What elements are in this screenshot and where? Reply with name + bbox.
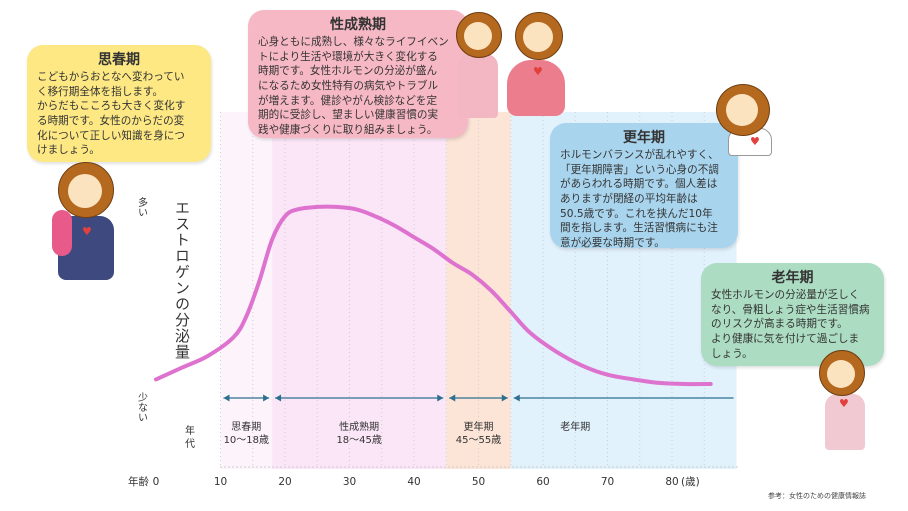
x-tick-50: 50 (472, 476, 485, 488)
x-tick-0: 0 (153, 476, 160, 488)
x-tick-20: 20 (278, 476, 291, 488)
reproductive-box-body: 心身ともに成熟し、様々なライフイベン トにより生活や環境が大きく変化する 時期で… (258, 36, 449, 136)
age-row-label: 年代 (183, 424, 195, 451)
menopause-box-body: ホルモンバランスが乱れやすく、 「更年期障害」という心身の不調 があらわれる時期… (560, 149, 719, 249)
stage-arrows (223, 394, 734, 402)
girl-character-illustration: ♥ (52, 160, 132, 285)
elderly-woman-character-illustration: ♥ (815, 350, 887, 458)
stage-arrowhead-0-1 (263, 394, 270, 402)
reproductive-box-title: 性成熟期 (330, 17, 386, 33)
stage-label-3: 老年期 (560, 420, 590, 433)
source-credit: 参考：女性のための健康情報誌 (768, 491, 866, 500)
x-axis-unit: (歳) (681, 476, 700, 488)
y-axis-title: エストロゲンの分泌量 (173, 200, 191, 360)
stage-range-0: 10〜18歳 (224, 434, 269, 446)
stage-arrowhead-2-1 (501, 394, 508, 402)
reproductive-box: 性成熟期 心身ともに成熟し、様々なライフイベン トにより生活や環境が大きく変化す… (248, 10, 468, 138)
stage-arrowhead-3-0 (513, 394, 520, 402)
x-tick-30: 30 (343, 476, 356, 488)
stage-range-2: 45〜55歳 (456, 434, 501, 446)
woman-character-illustration (450, 8, 508, 120)
old-age-box-body: 女性ホルモンの分泌量が乏しく なり、骨粗しょう症や生活習慣病 のリスクが高まる時… (711, 289, 870, 360)
menopause-box-title: 更年期 (623, 130, 665, 146)
x-tick-70: 70 (601, 476, 614, 488)
x-tick-40: 40 (407, 476, 420, 488)
puberty-box: 思春期 こどもからおとなへ変わってい く移行期全体を指します。 からだもこころも… (27, 45, 211, 162)
stage-label-0: 思春期 (231, 421, 261, 433)
x-tick-10: 10 (214, 476, 227, 488)
x-tick-80: 80 (665, 476, 678, 488)
stage-label-2: 更年期 (464, 420, 494, 433)
stage-arrowhead-2-0 (449, 394, 456, 402)
y-low-label: 少ない (136, 392, 148, 422)
stage-band-1 (272, 112, 447, 469)
x-tick-labels: 0 10 20 30 40 50 60 70 80 (153, 476, 679, 488)
estrogen-curve (154, 204, 713, 387)
stage-arrowhead-0-0 (223, 394, 230, 402)
x-tick-60: 60 (536, 476, 549, 488)
puberty-box-body: こどもからおとなへ変わってい く移行期全体を指します。 からだもこころも大きく変… (37, 71, 186, 157)
old-age-box: 老年期 女性ホルモンの分泌量が乏しく なり、骨粗しょう症や生活習慣病 のリスクが… (701, 263, 884, 366)
middle-aged-woman-character-illustration: ♥ (712, 80, 774, 156)
x-axis-prefix: 年齢 (128, 475, 149, 488)
stage-arrowhead-1-0 (275, 394, 282, 402)
stage-arrowhead-1-1 (437, 394, 444, 402)
y-high-label: 多い (136, 196, 148, 217)
pregnant-woman-character-illustration: ♥ (505, 10, 571, 120)
stage-range-1: 18〜45歳 (336, 434, 381, 446)
old-age-box-title: 老年期 (771, 270, 814, 286)
stage-label-1: 性成熟期 (339, 420, 379, 433)
menopause-box: 更年期 ホルモンバランスが乱れやすく、 「更年期障害」という心身の不調 があらわ… (550, 123, 738, 249)
puberty-box-title: 思春期 (98, 52, 140, 68)
stage-band-2 (446, 112, 511, 469)
stage-band-0 (220, 112, 273, 469)
